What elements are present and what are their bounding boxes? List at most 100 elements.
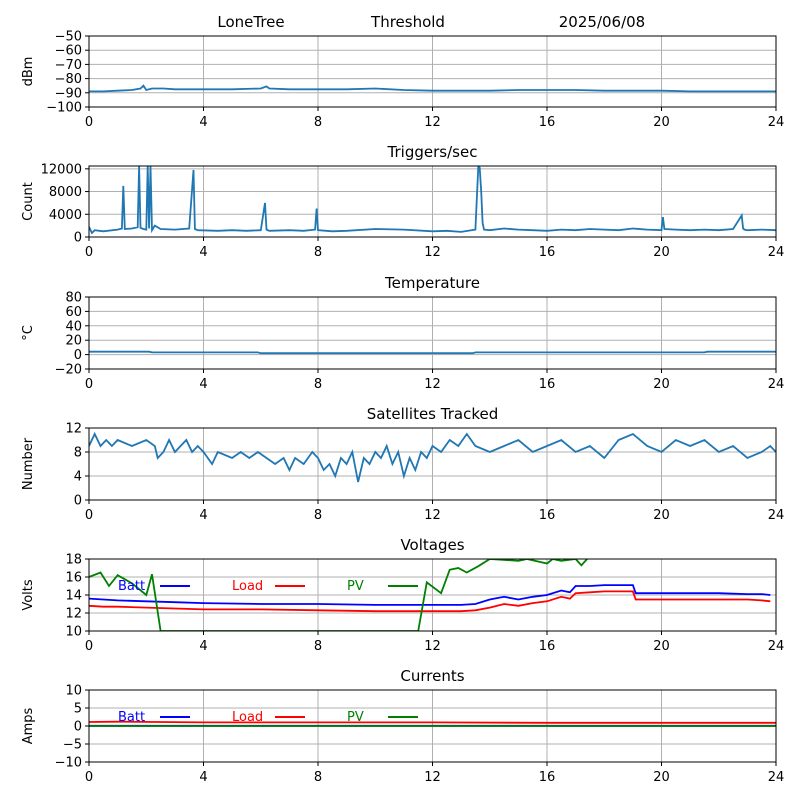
y-tick-label: 12 xyxy=(65,422,82,437)
x-tick-label: 16 xyxy=(539,639,556,654)
series-line-load xyxy=(89,720,776,724)
x-tick-label: 4 xyxy=(199,770,207,785)
x-tick-label: 4 xyxy=(199,245,207,260)
x-tick-label: 8 xyxy=(314,639,322,654)
y-tick-label: −80 xyxy=(55,72,82,87)
x-tick-label: 24 xyxy=(768,377,785,392)
chart-title: Temperature xyxy=(384,274,480,292)
x-tick-label: 8 xyxy=(314,508,322,523)
x-tick-label: 24 xyxy=(768,639,785,654)
x-tick-label: 24 xyxy=(768,770,785,785)
panel-satellites: 0 4 8 12 16 20 24 0 4 8 12 Satellites Tracked Number xyxy=(21,405,784,523)
y-tick-label: −60 xyxy=(55,44,82,59)
x-tick-label: 24 xyxy=(768,508,785,523)
x-tick-label: 16 xyxy=(539,770,556,785)
x-tick-label: 4 xyxy=(199,115,207,130)
y-tick-label: 10 xyxy=(65,684,82,699)
series-line-satellites xyxy=(89,431,776,483)
legend-label-load: Load xyxy=(232,579,263,594)
x-tick-label: 12 xyxy=(424,508,441,523)
y-axis-label: Count xyxy=(21,182,36,221)
panel-currents: 0 4 8 12 16 20 24 −10 −5 0 5 10 Currents Amps Batt Load… xyxy=(21,667,784,785)
x-tick-label: 0 xyxy=(85,245,93,260)
legend-label-pv: PV xyxy=(347,579,364,594)
legend-label-batt: Batt xyxy=(118,710,145,725)
chart-title: Satellites Tracked xyxy=(367,405,498,423)
y-tick-label: 4000 xyxy=(49,208,82,223)
date-label: 2025/06/08 xyxy=(559,13,645,31)
y-tick-label: 12000 xyxy=(41,162,82,177)
x-tick-label: 12 xyxy=(424,639,441,654)
legend-label-batt: Batt xyxy=(118,579,145,594)
x-tick-label: 8 xyxy=(314,770,322,785)
panel-triggers: 0 4 8 12 16 20 24 0 4000 8000 12000 Triggers/sec Cou… xyxy=(21,143,784,260)
y-tick-label: −90 xyxy=(55,86,82,101)
series-line-load xyxy=(89,590,771,613)
y-axis-label: dBm xyxy=(21,57,36,87)
y-tick-label: −70 xyxy=(55,58,82,73)
x-tick-label: 8 xyxy=(314,377,322,392)
x-tick-label: 24 xyxy=(768,245,785,260)
x-tick-label: 16 xyxy=(539,508,556,523)
x-tick-label: 20 xyxy=(653,377,670,392)
y-tick-label: −10 xyxy=(55,756,82,771)
panel-signal: 0 4 8 12 16 20 24 −100−90−80−70−60−50 dBm xyxy=(21,30,784,131)
y-axis-label: Number xyxy=(21,437,36,490)
x-tick-label: 0 xyxy=(85,508,93,523)
x-tick-label: 20 xyxy=(653,770,670,785)
chart-title: Currents xyxy=(400,667,464,685)
x-tick-label: 4 xyxy=(199,639,207,654)
x-tick-label: 12 xyxy=(424,770,441,785)
series-line-signal xyxy=(89,84,776,93)
y-tick-label: 12 xyxy=(65,607,82,622)
series-line-temperature xyxy=(89,350,776,355)
x-tick-label: 8 xyxy=(314,115,322,130)
y-tick-label: 0 xyxy=(74,494,82,509)
x-tick-label: 12 xyxy=(424,115,441,130)
y-axis-label: Amps xyxy=(21,707,36,744)
x-tick-label: 16 xyxy=(539,377,556,392)
y-tick-label: −5 xyxy=(63,738,82,753)
x-tick-label: 12 xyxy=(424,245,441,260)
y-tick-label: 5 xyxy=(74,702,82,717)
x-tick-label: 0 xyxy=(85,377,93,392)
legend-label-pv: PV xyxy=(347,710,364,725)
y-tick-label: 80 xyxy=(65,291,82,306)
x-tick-label: 0 xyxy=(85,639,93,654)
x-tick-label: 4 xyxy=(199,508,207,523)
x-tick-label: 20 xyxy=(653,508,670,523)
legend-label-load: Load xyxy=(232,710,263,725)
y-tick-label: 18 xyxy=(65,553,82,568)
x-tick-label: 4 xyxy=(199,377,207,392)
x-tick-label: 20 xyxy=(653,639,670,654)
y-tick-label: 0 xyxy=(74,231,82,246)
x-tick-label: 20 xyxy=(653,245,670,260)
chart-title: Voltages xyxy=(400,536,464,554)
panel-voltages: 0 4 8 12 16 20 24 10 12 14 16 18 Voltages Volts Batt Lo… xyxy=(21,536,784,654)
y-tick-label: 16 xyxy=(65,571,82,586)
y-tick-label: −100 xyxy=(46,101,82,116)
y-axis-label: Volts xyxy=(21,579,36,611)
x-tick-label: 16 xyxy=(539,245,556,260)
y-tick-label: 60 xyxy=(65,305,82,320)
x-tick-label: 16 xyxy=(539,115,556,130)
y-tick-label: 0 xyxy=(74,720,82,735)
x-tick-label: 20 xyxy=(653,115,670,130)
x-tick-label: 12 xyxy=(424,377,441,392)
y-axis-label: °C xyxy=(21,325,36,341)
y-tick-label: 10 xyxy=(65,625,82,640)
y-tick-label: 8 xyxy=(74,446,82,461)
x-tick-label: 24 xyxy=(768,115,785,130)
x-tick-label: 0 xyxy=(85,770,93,785)
y-tick-label: 8000 xyxy=(49,185,82,200)
chart-title: Triggers/sec xyxy=(387,143,478,161)
x-tick-label: 0 xyxy=(85,115,93,130)
series-line-batt xyxy=(89,584,771,606)
series-line-triggers xyxy=(89,166,776,235)
y-tick-label: 14 xyxy=(65,589,82,604)
x-tick-label: 8 xyxy=(314,245,322,260)
y-tick-label: 4 xyxy=(74,470,82,485)
y-tick-label: −50 xyxy=(55,30,82,45)
